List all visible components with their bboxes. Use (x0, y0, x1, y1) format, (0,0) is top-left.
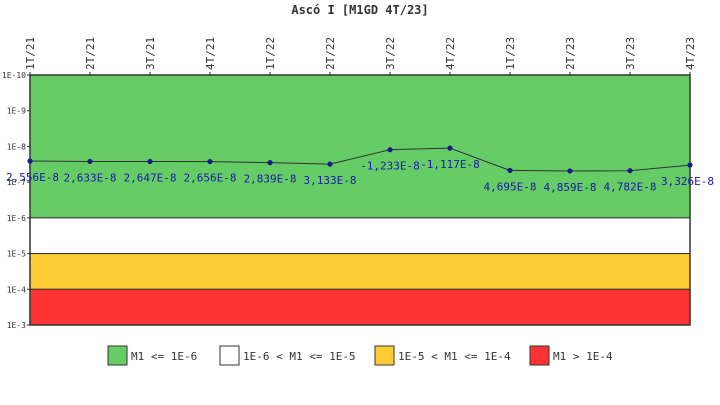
legend-swatch (219, 345, 240, 366)
legend-label: 1E-5 < M1 <= 1E-4 (398, 350, 511, 363)
data-label: 4,695E-8 (484, 180, 537, 193)
y-tick-label: 1E-6 (7, 214, 26, 223)
data-label: 2,839E-8 (244, 173, 297, 186)
legend-swatch (529, 345, 550, 366)
data-label: 4,859E-8 (544, 181, 597, 194)
data-label: -1,233E-8 (360, 160, 420, 173)
band-3 (29, 288, 691, 326)
data-label: 2,656E-8 (184, 172, 237, 185)
x-tick-label: 4T/23 (684, 37, 697, 70)
y-tick-label: 1E-8 (7, 142, 26, 151)
x-tick-label: 3T/22 (384, 37, 397, 70)
data-point (207, 158, 213, 165)
bands-layer (29, 74, 691, 326)
plot-frame (29, 74, 691, 326)
x-tick-label: 1T/23 (504, 37, 517, 70)
band-0 (29, 74, 691, 219)
data-label: -1,117E-8 (420, 158, 480, 171)
data-label: 2,647E-8 (124, 172, 177, 185)
data-point (87, 158, 93, 165)
x-axis: 1T/21 2T/21 3T/21 4T/21 1T/22 2T/22 3T/22 4T/22… (24, 37, 697, 75)
data-point (567, 168, 573, 174)
series-line (29, 147, 691, 172)
data-point (507, 167, 513, 174)
x-tick-label: 2T/22 (324, 37, 337, 70)
data-point (327, 161, 333, 167)
data-label: 2,556E-8 (6, 171, 59, 184)
legend-swatch (374, 345, 395, 366)
legend: M1 <= 1E-6 1E-6 < M1 <= 1E-5 1E-5 < M1 <= … (107, 345, 613, 366)
y-tick-label: 1E-10 (2, 71, 26, 80)
legend-swatch (107, 345, 128, 366)
y-tick-label: 1E-4 (7, 285, 26, 294)
data-point (267, 160, 273, 166)
chart-title: Ascó I [M1GD 4T/23] (291, 3, 428, 17)
data-point (387, 147, 393, 153)
legend-label: M1 <= 1E-6 (131, 350, 197, 363)
legend-label: 1E-6 < M1 <= 1E-5 (243, 350, 356, 363)
plot-border (29, 74, 691, 326)
x-tick-label: 4T/21 (204, 37, 217, 70)
data-point (627, 168, 633, 174)
y-tick-label: 1E-3 (7, 321, 26, 330)
data-point (147, 158, 153, 165)
x-tick-label: 1T/21 (24, 37, 37, 70)
band-2 (29, 253, 691, 290)
x-tick-label: 2T/21 (84, 37, 97, 70)
data-label: 4,782E-8 (604, 181, 657, 194)
x-tick-label: 3T/23 (624, 37, 637, 70)
x-tick-label: 3T/21 (144, 37, 157, 70)
y-tick-label: 1E-9 (7, 107, 26, 116)
band-1 (29, 217, 691, 255)
data-label: 3,133E-8 (304, 174, 357, 187)
data-label: 3,326E-8 (661, 175, 714, 188)
y-tick-label: 1E-5 (7, 250, 26, 259)
series-layer: 2,556E-8 2,633E-8 2,647E-8 2,656E-8 2,839E-8… (6, 145, 714, 194)
x-tick-label: 2T/23 (564, 37, 577, 70)
x-tick-label: 1T/22 (264, 37, 277, 70)
x-tick-label: 4T/22 (444, 37, 457, 70)
data-point (687, 162, 693, 168)
y-axis: 1E-10 1E-9 1E-8 1E-7 1E-6 1E-5 1E-4 1E-3 (2, 71, 30, 330)
data-point (447, 145, 453, 151)
data-label: 2,633E-8 (64, 171, 117, 184)
data-point (27, 158, 33, 164)
legend-label: M1 > 1E-4 (553, 350, 613, 363)
y-tick-label: 1E-7 (7, 178, 26, 187)
